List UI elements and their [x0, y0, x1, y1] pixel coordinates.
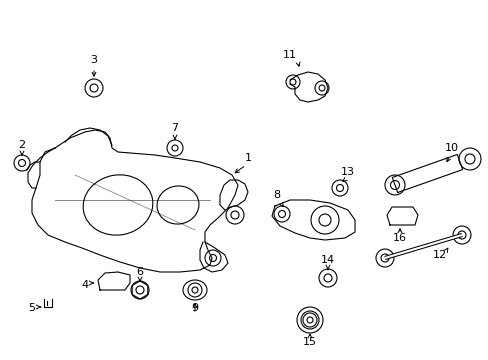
Text: 13: 13 — [340, 167, 354, 177]
Text: 11: 11 — [283, 50, 296, 60]
Text: 7: 7 — [171, 123, 178, 133]
Text: 4: 4 — [81, 280, 88, 290]
Text: 15: 15 — [303, 337, 316, 347]
Text: 6: 6 — [136, 267, 143, 277]
Text: 3: 3 — [90, 55, 97, 65]
Text: 5: 5 — [28, 303, 36, 313]
Text: 9: 9 — [191, 303, 198, 313]
Text: 12: 12 — [432, 250, 446, 260]
Text: 8: 8 — [273, 190, 280, 200]
Text: 1: 1 — [244, 153, 251, 163]
Text: 16: 16 — [392, 233, 406, 243]
Text: 14: 14 — [320, 255, 334, 265]
Text: 2: 2 — [19, 140, 25, 150]
Text: 10: 10 — [444, 143, 458, 153]
